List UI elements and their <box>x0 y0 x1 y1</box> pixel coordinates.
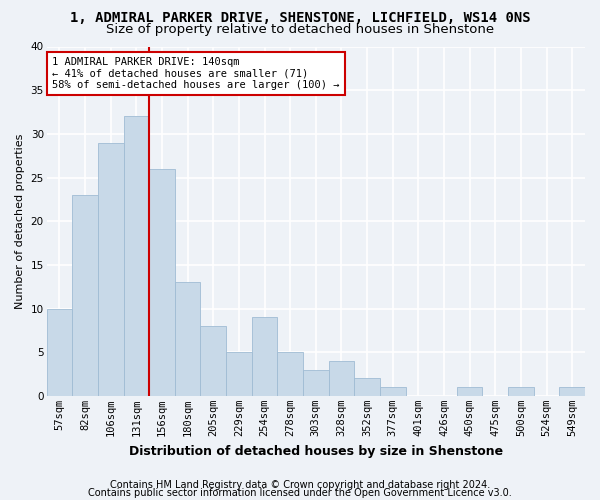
Bar <box>380 387 406 396</box>
Bar <box>124 116 149 396</box>
Bar <box>251 318 277 396</box>
Bar <box>200 326 226 396</box>
Y-axis label: Number of detached properties: Number of detached properties <box>15 134 25 309</box>
Bar <box>457 387 482 396</box>
Bar <box>303 370 329 396</box>
Text: Size of property relative to detached houses in Shenstone: Size of property relative to detached ho… <box>106 22 494 36</box>
Text: 1 ADMIRAL PARKER DRIVE: 140sqm
← 41% of detached houses are smaller (71)
58% of : 1 ADMIRAL PARKER DRIVE: 140sqm ← 41% of … <box>52 57 340 90</box>
Bar <box>508 387 534 396</box>
Bar <box>226 352 251 396</box>
Text: Contains HM Land Registry data © Crown copyright and database right 2024.: Contains HM Land Registry data © Crown c… <box>110 480 490 490</box>
Bar <box>277 352 303 396</box>
Bar <box>175 282 200 396</box>
Bar <box>72 195 98 396</box>
Text: Contains public sector information licensed under the Open Government Licence v3: Contains public sector information licen… <box>88 488 512 498</box>
Bar <box>329 361 354 396</box>
Bar <box>149 169 175 396</box>
Bar <box>47 308 72 396</box>
Text: 1, ADMIRAL PARKER DRIVE, SHENSTONE, LICHFIELD, WS14 0NS: 1, ADMIRAL PARKER DRIVE, SHENSTONE, LICH… <box>70 11 530 25</box>
Bar <box>354 378 380 396</box>
Bar <box>559 387 585 396</box>
X-axis label: Distribution of detached houses by size in Shenstone: Distribution of detached houses by size … <box>129 444 503 458</box>
Bar <box>98 142 124 396</box>
